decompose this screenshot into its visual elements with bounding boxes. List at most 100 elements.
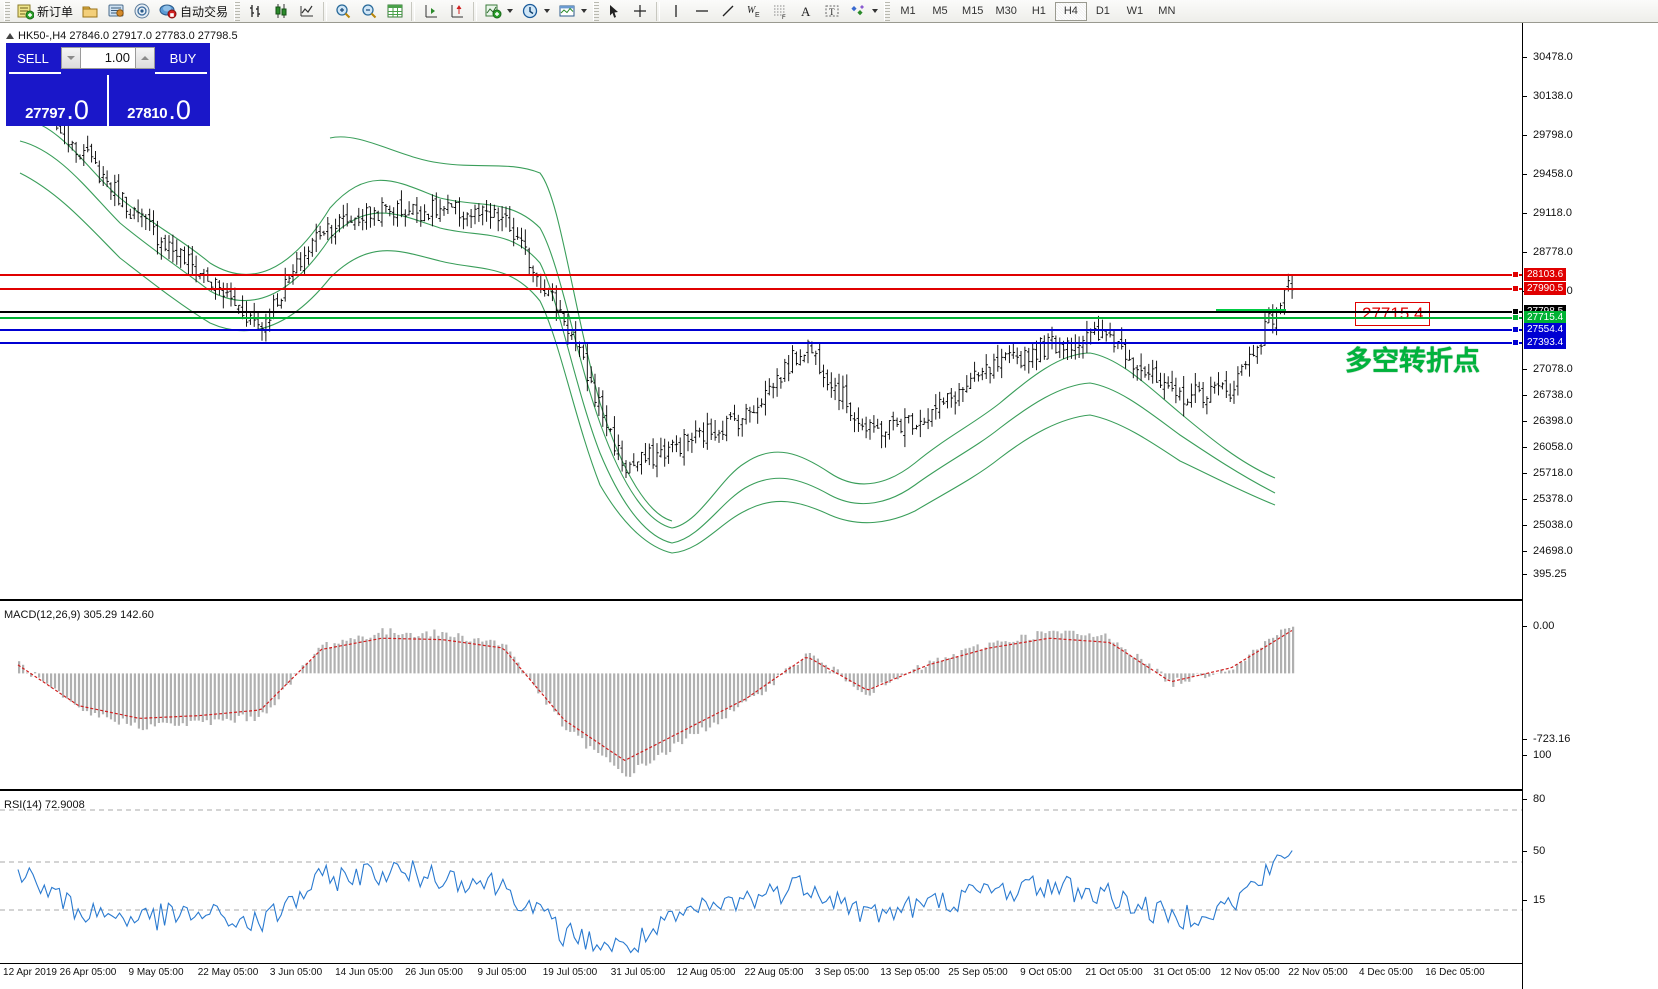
time-axis-label: 31 Oct 05:00 xyxy=(1153,967,1211,978)
toolbar-grip[interactable] xyxy=(4,1,10,21)
bar-chart-icon xyxy=(246,2,264,20)
timeframe-m5[interactable]: M5 xyxy=(932,5,948,17)
new-order-label: 新订单 xyxy=(37,4,74,19)
shift-start-icon xyxy=(422,2,440,20)
terminal-button[interactable] xyxy=(103,1,129,22)
price-axis[interactable]: 30478.0 30138.0 29798.0 29458.0 29118.0 28778… xyxy=(1522,23,1658,989)
axis-tick: -723.16 xyxy=(1523,733,1570,745)
zoom-out-button[interactable] xyxy=(356,1,382,22)
cursor-button[interactable] xyxy=(601,1,627,22)
lot-size-stepper[interactable]: 1.00 xyxy=(61,47,155,69)
axis-tick: 29118.0 xyxy=(1523,207,1572,219)
chevron-down-icon[interactable] xyxy=(507,9,514,13)
rsi-pane[interactable] xyxy=(0,798,1522,963)
buy-button[interactable]: BUY xyxy=(157,44,209,72)
new-order-button[interactable]: 新订单 xyxy=(12,1,77,22)
collapse-icon[interactable] xyxy=(6,33,14,39)
timeframe-h4[interactable]: H4 xyxy=(1054,1,1087,21)
zoom-in-button[interactable] xyxy=(330,1,356,22)
indicators-icon xyxy=(484,2,502,20)
label-button[interactable]: T xyxy=(819,1,845,22)
timeframe-m1[interactable]: M1 xyxy=(900,5,916,17)
time-axis-label: 4 Dec 05:00 xyxy=(1359,967,1413,978)
templates-icon xyxy=(558,2,576,20)
chart-area[interactable]: 27715.4 多空转折点 MACD(12,26,9) 305.29 142.6… xyxy=(0,23,1658,989)
lot-decrement-button[interactable] xyxy=(61,47,81,69)
price-level-tag: 27393.4 xyxy=(1524,336,1567,349)
axis-tick: 26738.0 xyxy=(1523,389,1573,401)
crosshair-button[interactable] xyxy=(627,1,653,22)
autotrading-button[interactable]: 自动交易 xyxy=(155,1,232,22)
axis-tick: 100 xyxy=(1523,749,1551,761)
svg-text:W: W xyxy=(747,5,757,16)
time-axis-label: 22 Nov 05:00 xyxy=(1288,967,1348,978)
data-window-button[interactable] xyxy=(382,1,408,22)
time-axis-label: 19 Jul 05:00 xyxy=(542,967,598,978)
timeframe-w1[interactable]: W1 xyxy=(1126,5,1144,17)
macd-pane[interactable] xyxy=(0,608,1522,793)
sell-price[interactable]: 27797 .0 xyxy=(7,75,107,128)
pane-divider-rsi xyxy=(0,789,1522,791)
toolbar-grip-2[interactable] xyxy=(234,1,241,21)
macd-label: MACD(12,26,9) 305.29 142.60 xyxy=(4,609,154,621)
price-level-tag: 27554.4 xyxy=(1524,323,1567,336)
buy-price[interactable]: 27810 .0 xyxy=(109,75,209,128)
signals-button[interactable] xyxy=(129,1,155,22)
vline-button[interactable] xyxy=(663,1,689,22)
one-click-trading-panel[interactable]: SELL 1.00 BUY 27797 .0 27810 .0 xyxy=(6,43,210,128)
main-toolbar: 新订单 自动交易 xyxy=(0,0,1658,23)
hline-button[interactable] xyxy=(689,1,715,22)
line-chart-button[interactable] xyxy=(294,1,320,22)
timeframe-d1[interactable]: D1 xyxy=(1095,5,1110,17)
objects-button[interactable] xyxy=(845,1,882,22)
cursor-icon xyxy=(605,2,623,20)
timeframe-group: M1 M5 M15 M30 H1 H4 D1 W1 MN xyxy=(892,1,1183,21)
chevron-down-icon-4[interactable] xyxy=(872,9,879,13)
zoom-out-icon xyxy=(360,2,378,20)
timeframe-m30[interactable]: M30 xyxy=(995,5,1017,17)
sell-price-dec: .0 xyxy=(66,95,89,125)
zoom-in-icon xyxy=(334,2,352,20)
sell-button[interactable]: SELL xyxy=(7,44,59,72)
trendline-button[interactable] xyxy=(715,1,741,22)
shift-end-button[interactable] xyxy=(444,1,470,22)
rsi-label: RSI(14) 72.9008 xyxy=(4,799,85,811)
fibonacci-icon: F xyxy=(771,2,789,21)
bar-chart-button[interactable] xyxy=(242,1,268,22)
hline-icon xyxy=(693,2,711,20)
indicators-button[interactable] xyxy=(480,1,517,22)
order-panel-top: SELL 1.00 BUY xyxy=(7,44,209,72)
shift-start-button[interactable] xyxy=(418,1,444,22)
toolbar-separator-2 xyxy=(411,1,416,21)
time-axis-label: 9 Jul 05:00 xyxy=(477,967,527,978)
templates-button[interactable] xyxy=(554,1,591,22)
buy-price-dec: .0 xyxy=(168,95,191,125)
text-button[interactable]: A xyxy=(793,1,819,22)
new-order-icon xyxy=(16,2,35,20)
timeframe-m15[interactable]: M15 xyxy=(962,5,984,17)
svg-text:F: F xyxy=(782,15,786,20)
lot-size-input[interactable]: 1.00 xyxy=(81,47,135,69)
axis-tick: 28778.0 xyxy=(1523,246,1573,258)
toolbar-grip-4[interactable] xyxy=(884,1,891,21)
signals-icon xyxy=(133,2,151,20)
sell-underline xyxy=(9,72,61,74)
timeframe-mn[interactable]: MN xyxy=(1158,5,1176,17)
chevron-down-icon-3[interactable] xyxy=(581,9,588,13)
timeframe-h1[interactable]: H1 xyxy=(1031,5,1046,17)
folder-button[interactable] xyxy=(77,1,103,22)
time-axis-label: 22 May 05:00 xyxy=(197,967,259,978)
period-button[interactable] xyxy=(517,1,554,22)
order-panel-prices: 27797 .0 27810 .0 xyxy=(7,75,209,128)
candlestick-chart-button[interactable] xyxy=(268,1,294,22)
highlight-segment xyxy=(1216,309,1286,313)
lot-increment-button[interactable] xyxy=(135,47,155,69)
chevron-down-icon-2[interactable] xyxy=(544,9,551,13)
fibo-button[interactable]: F xyxy=(767,1,793,22)
axis-tick: 80 xyxy=(1523,793,1545,805)
price-pane[interactable]: 27715.4 多空转折点 xyxy=(0,23,1522,598)
toolbar-grip-3[interactable] xyxy=(593,1,600,21)
sell-label: SELL xyxy=(17,50,49,66)
